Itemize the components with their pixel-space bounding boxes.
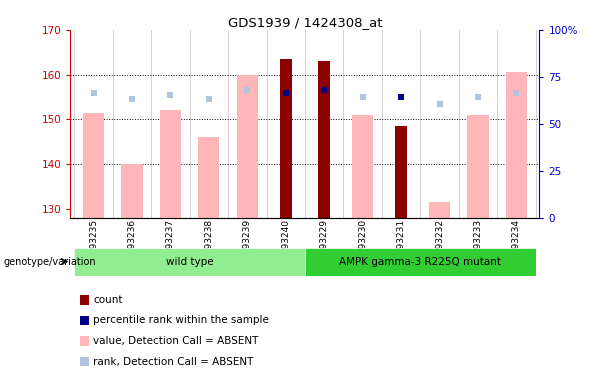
Bar (280, 59, 292, 217)
Bar (395, 126, 407, 218)
Text: AMPK gamma-3 R225Q mutant: AMPK gamma-3 R225Q mutant (339, 256, 501, 267)
Bar (198, 137, 219, 218)
Bar (352, 115, 373, 218)
Bar (83, 112, 104, 218)
Bar (160, 110, 181, 218)
Text: rank, Detection Call = ABSENT: rank, Detection Call = ABSENT (93, 357, 254, 366)
Text: value, Detection Call = ABSENT: value, Detection Call = ABSENT (93, 336, 259, 346)
Bar (429, 202, 450, 217)
Text: wild type: wild type (166, 256, 213, 267)
Bar (318, 61, 330, 217)
Bar (121, 164, 143, 218)
Bar (467, 115, 489, 218)
Bar (237, 75, 258, 217)
Text: genotype/variation: genotype/variation (3, 256, 96, 267)
Text: count: count (93, 295, 123, 304)
Bar (506, 72, 527, 217)
Title: GDS1939 / 1424308_at: GDS1939 / 1424308_at (227, 16, 383, 29)
Text: percentile rank within the sample: percentile rank within the sample (93, 315, 269, 325)
